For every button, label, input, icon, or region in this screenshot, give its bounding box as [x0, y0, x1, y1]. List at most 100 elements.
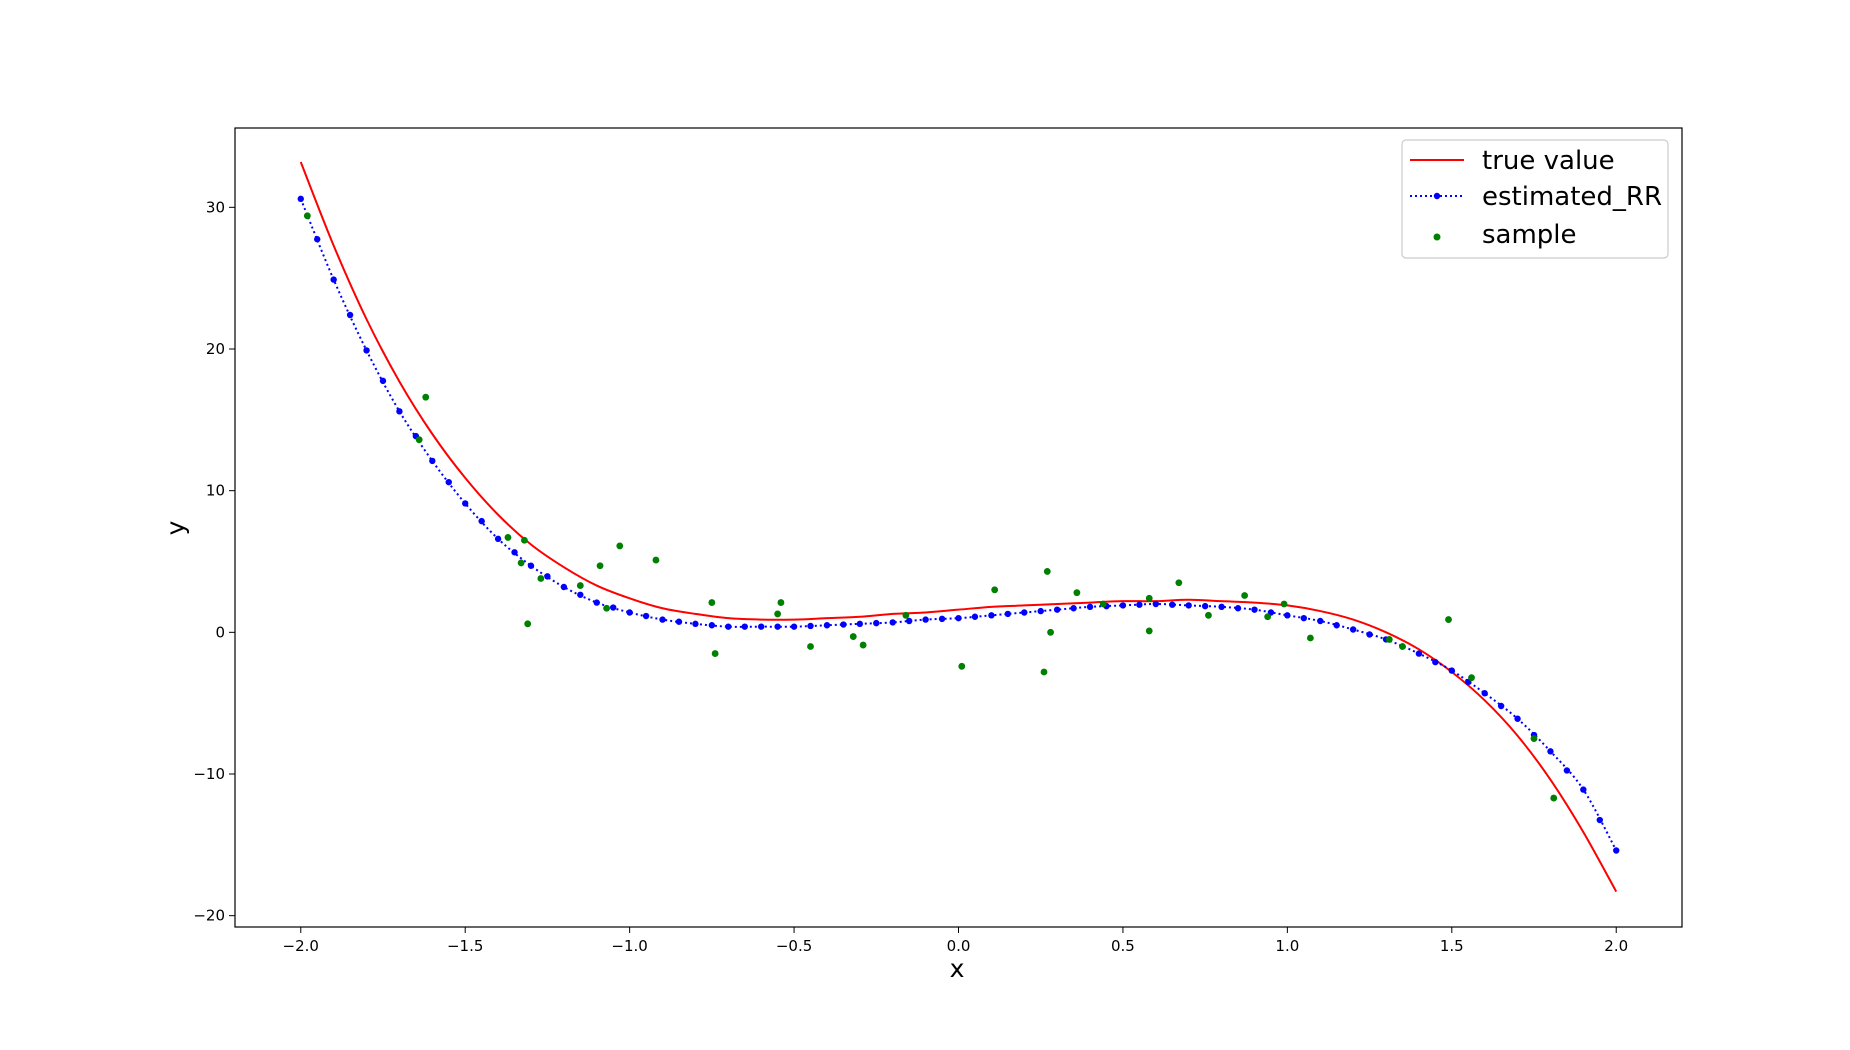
sample-point [576, 582, 584, 589]
estimated-rr-point [1053, 606, 1061, 613]
estimated-rr-line [299, 198, 1618, 851]
sample-point [1043, 568, 1051, 575]
estimated-rr-point [988, 612, 995, 619]
estimated-rr-point [741, 623, 748, 630]
sample-point [303, 212, 311, 220]
sample-point [415, 436, 423, 444]
sample-point [517, 559, 525, 567]
y-axis-label: y [161, 520, 190, 535]
true-value-line [299, 161, 1618, 893]
estimated-rr-point [1004, 610, 1012, 618]
sample-point [958, 662, 966, 670]
estimated-rr-point [1070, 605, 1077, 612]
sample-point [1040, 668, 1048, 676]
estimated-rr-point [346, 311, 354, 319]
estimated-rr-point [1021, 609, 1028, 616]
estimated-rr-point [1284, 612, 1291, 619]
estimated-rr-point [1119, 602, 1127, 609]
estimated-rr-point [1349, 626, 1357, 633]
estimated-rr-point [807, 622, 814, 630]
estimated-rr-point [314, 236, 321, 243]
estimated-rr-point [577, 591, 584, 598]
estimated-rr-point [1580, 786, 1587, 793]
sample-point [504, 534, 512, 541]
legend-sample-marker [1433, 233, 1441, 241]
sample-point [616, 542, 624, 550]
sample-point [1445, 616, 1452, 623]
estimated-rr-point [445, 478, 452, 486]
sample-point [1047, 628, 1054, 636]
estimated-rr-point [1086, 603, 1094, 611]
estimated-rr-point [330, 276, 337, 283]
legend-true-value-label: true value [1482, 146, 1615, 176]
estimated-rr-point [1136, 601, 1143, 608]
estimated-rr-point [478, 517, 485, 525]
y-tick-label: −20 [193, 907, 225, 925]
legend-estimated-label: estimated_RR [1482, 182, 1662, 212]
sample-point [859, 641, 867, 649]
estimated-rr-point [1481, 690, 1488, 697]
y-tick-label: −10 [193, 765, 225, 783]
estimated-rr-point [675, 618, 683, 625]
estimated-rr-point [774, 623, 781, 630]
estimated-rr-point [462, 500, 469, 507]
x-tick-label: 1.5 [1440, 937, 1464, 955]
estimated-rr-point [1514, 715, 1521, 722]
sample-point [596, 562, 604, 570]
estimated-rr-point [1563, 767, 1571, 774]
estimated-rr-point [725, 623, 732, 630]
estimated-rr-point [1613, 847, 1620, 854]
estimated-rr-point [1218, 603, 1225, 611]
x-tick-label: −1.0 [611, 937, 647, 955]
estimated-rr-point [609, 604, 617, 611]
sample-point [1145, 594, 1153, 602]
estimated-rr-point [692, 620, 699, 628]
estimated-rr-point [1185, 602, 1192, 609]
estimated-rr-point [560, 583, 568, 591]
sample-point [1073, 589, 1081, 597]
y-tick-label: 10 [206, 482, 225, 500]
estimated-rr-point [626, 609, 633, 616]
estimated-rr-point [757, 623, 765, 630]
sample-point [849, 633, 857, 640]
estimated-rr-point [955, 614, 962, 622]
estimated-rr-point [1152, 600, 1160, 608]
sample-point [1530, 735, 1538, 742]
sample-point [991, 586, 999, 594]
sample-point [1205, 611, 1212, 619]
estimated-rr-point [1497, 702, 1505, 710]
estimated-rr-point [1317, 617, 1324, 625]
sample-point [1550, 794, 1558, 802]
x-axis-label: x [950, 954, 965, 983]
estimated-rr-point [494, 535, 502, 543]
sample-point [711, 650, 719, 657]
sample-point [537, 575, 545, 582]
estimated-rr-point [1366, 631, 1373, 638]
legend-sample-label: sample [1482, 220, 1577, 250]
sample-point [774, 610, 782, 618]
estimated-rr-point [1448, 667, 1456, 674]
estimated-rr-point [1201, 602, 1209, 610]
y-tick-label: 30 [206, 198, 225, 216]
sample-point [1306, 634, 1314, 642]
estimated-rr-point [1415, 650, 1423, 657]
sample-point [807, 643, 814, 650]
estimated-rr-point [527, 562, 535, 569]
sample-point [422, 393, 430, 401]
x-tick-label: 0.5 [1111, 937, 1135, 955]
estimated-rr-point [922, 616, 929, 623]
estimated-rr-point [379, 377, 387, 385]
sample-point [652, 556, 660, 564]
estimated-rr-point [363, 347, 370, 354]
estimated-rr-point [971, 613, 979, 620]
estimated-rr-point [1251, 606, 1258, 613]
sample-point [708, 599, 716, 606]
estimated-rr-point [429, 457, 436, 465]
y-tick-label: 0 [215, 623, 225, 641]
estimated-rr-point [511, 549, 518, 556]
estimated-rr-point [856, 620, 864, 628]
estimated-rr-point [396, 408, 403, 415]
sample-point [1385, 636, 1393, 643]
x-tick-label: −1.5 [447, 937, 483, 955]
